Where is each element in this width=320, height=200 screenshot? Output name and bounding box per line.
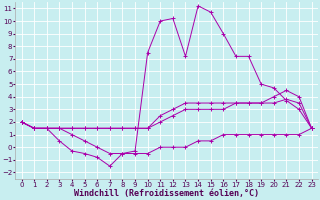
X-axis label: Windchill (Refroidissement éolien,°C): Windchill (Refroidissement éolien,°C) xyxy=(74,189,259,198)
